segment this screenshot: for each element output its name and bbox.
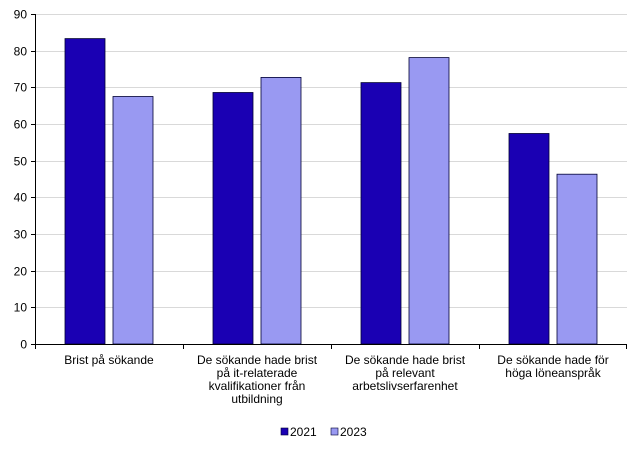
y-tick-label: 70: [14, 81, 28, 95]
x-axis: Brist på sökande De sökande hade brist på …: [35, 344, 627, 406]
y-tick-label: 80: [14, 45, 28, 59]
bars: [64, 38, 598, 345]
legend-label-2023: 2023: [340, 425, 367, 439]
bar-2023-2: [408, 57, 450, 345]
bar-2021-3: [508, 133, 550, 345]
y-tick-label: 50: [14, 155, 28, 169]
y-tick-label: 0: [20, 338, 27, 352]
y-tick-label: 60: [14, 118, 28, 132]
legend-swatch-2021: [280, 427, 289, 436]
legend-label-2021: 2021: [290, 425, 317, 439]
y-tick-label: 30: [14, 228, 28, 242]
legend-swatch-2023: [330, 427, 339, 436]
bar-2023-3: [556, 173, 598, 345]
y-tick-label: 40: [14, 191, 28, 205]
bar-2021-0: [64, 38, 106, 345]
bar-2021-2: [360, 82, 402, 345]
category-label: De sökande hade för höga löneanspråk: [497, 353, 608, 380]
y-tick-label: 90: [14, 8, 28, 22]
category-label: De sökande hade brist på it-relaterade kva…: [197, 353, 318, 406]
bar-2023-0: [112, 96, 154, 345]
bar-2021-1: [212, 92, 254, 345]
y-axis: 0 10 20 30 40 50 60 70 80 90: [14, 8, 36, 352]
y-tick-label: 20: [14, 265, 28, 279]
category-label: De sökande hade brist på relevant arbetsli…: [345, 353, 466, 393]
y-tick-label: 10: [14, 301, 28, 315]
bar-2023-1: [260, 77, 302, 345]
category-label: Brist på sökande: [64, 353, 154, 367]
legend: 2021 2023: [280, 425, 367, 439]
